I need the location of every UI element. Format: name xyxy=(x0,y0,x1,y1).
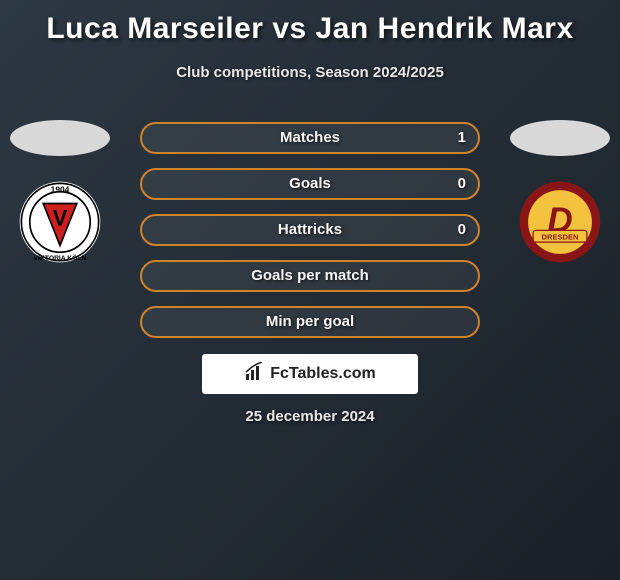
player-left-avatar xyxy=(10,120,110,156)
club-right-badge: D DRESDEN xyxy=(518,180,602,264)
stats-area: Matches 1 Goals 0 Hattricks 0 Goals per … xyxy=(140,122,480,352)
stat-label: Goals xyxy=(142,170,478,198)
brand-box[interactable]: FcTables.com xyxy=(202,354,418,394)
club-right-ribbon: DRESDEN xyxy=(542,233,579,242)
brand-text: FcTables.com xyxy=(270,365,376,383)
stat-row: Goals 0 xyxy=(140,168,480,200)
stat-right-value: 0 xyxy=(458,170,466,198)
chart-icon xyxy=(244,362,264,387)
comparison-title: Luca Marseiler vs Jan Hendrik Marx xyxy=(0,0,620,46)
stat-row: Min per goal xyxy=(140,306,480,338)
subtitle: Club competitions, Season 2024/2025 xyxy=(0,64,620,81)
player-right-avatar xyxy=(510,120,610,156)
club-left-badge: 1904 V VIKTORIA KÖLN xyxy=(18,180,102,264)
stat-right-value: 0 xyxy=(458,216,466,244)
stat-label: Min per goal xyxy=(142,308,478,336)
club-left-year: 1904 xyxy=(51,185,70,195)
player-left-name: Luca Marseiler xyxy=(46,12,263,45)
player-right-name: Jan Hendrik Marx xyxy=(316,12,574,45)
date-line: 25 december 2024 xyxy=(0,408,620,425)
stat-row: Goals per match xyxy=(140,260,480,292)
svg-text:VIKTORIA KÖLN: VIKTORIA KÖLN xyxy=(34,253,87,262)
stat-label: Matches xyxy=(142,124,478,152)
stat-row: Hattricks 0 xyxy=(140,214,480,246)
stat-right-value: 1 xyxy=(458,124,466,152)
vs-label: vs xyxy=(272,12,306,45)
stat-label: Hattricks xyxy=(142,216,478,244)
stat-label: Goals per match xyxy=(142,262,478,290)
club-left-letter: V xyxy=(53,205,68,230)
stat-row: Matches 1 xyxy=(140,122,480,154)
